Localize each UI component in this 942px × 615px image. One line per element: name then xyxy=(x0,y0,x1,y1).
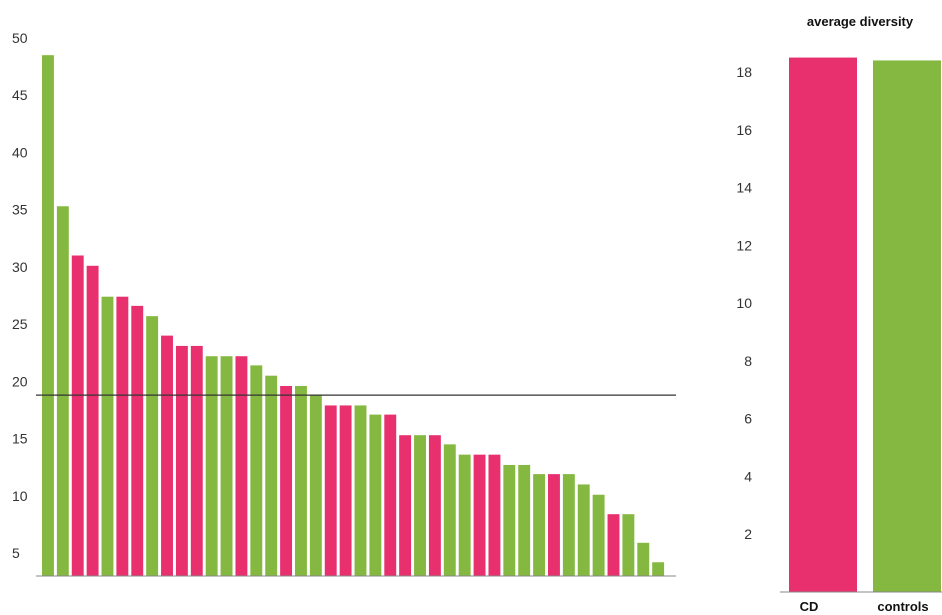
cd-sample-bar xyxy=(473,454,486,576)
control-sample-bar xyxy=(56,206,69,576)
right-y-tick-label: 10 xyxy=(736,295,752,311)
left-y-tick-label: 15 xyxy=(12,431,28,447)
category-label: controls xyxy=(877,599,928,614)
control-sample-bar xyxy=(369,414,382,576)
cd-sample-bar xyxy=(324,405,337,576)
right-y-tick-label: 8 xyxy=(744,353,752,369)
control-sample-bar xyxy=(622,514,635,576)
right-y-tick-label: 2 xyxy=(744,526,752,542)
cd-sample-bar xyxy=(607,514,620,576)
cd-sample-bar xyxy=(71,255,84,577)
cd-sample-bar xyxy=(428,435,441,576)
cd-sample-bar xyxy=(488,454,501,576)
right-y-tick-label: 16 xyxy=(736,122,752,138)
right-y-tick-label: 18 xyxy=(736,64,752,80)
cd-sample-bar xyxy=(235,356,248,576)
control-sample-bar xyxy=(309,395,322,576)
control-sample-bar xyxy=(533,474,546,576)
control-sample-bar xyxy=(101,296,114,576)
cd-sample-bar xyxy=(399,435,412,576)
right-y-axis-ticks: 2 4 6 8 10 12 14 16 18 xyxy=(736,64,752,542)
cd-average-bar xyxy=(789,57,857,593)
cd-sample-bar xyxy=(131,305,144,576)
control-sample-bar xyxy=(146,316,159,576)
left-y-tick-label: 5 xyxy=(12,545,20,561)
right-y-tick-label: 4 xyxy=(744,468,752,484)
control-sample-bar xyxy=(503,464,516,576)
right-y-tick-label: 14 xyxy=(736,180,752,196)
control-sample-bar xyxy=(458,454,471,576)
control-sample-bar xyxy=(652,562,665,576)
cd-sample-bar xyxy=(175,345,188,576)
control-sample-bar xyxy=(562,474,575,576)
control-sample-bar xyxy=(250,365,263,576)
control-sample-bar xyxy=(265,375,278,576)
cd-sample-bar xyxy=(548,474,560,576)
sample-diversity-chart: 5 10 15 20 25 30 35 40 45 50 xyxy=(12,30,676,577)
cd-sample-bar xyxy=(384,414,397,576)
control-sample-bar xyxy=(354,405,367,576)
right-y-tick-label: 6 xyxy=(744,411,752,427)
category-labels: CD controls xyxy=(800,599,929,614)
sample-bars xyxy=(42,55,665,577)
control-sample-bar xyxy=(414,435,426,576)
control-sample-bar xyxy=(295,385,307,576)
left-y-tick-label: 25 xyxy=(12,316,28,332)
cd-sample-bar xyxy=(339,405,352,576)
cd-sample-bar xyxy=(190,345,203,576)
cd-sample-bar xyxy=(86,265,99,576)
left-y-tick-label: 35 xyxy=(12,202,28,218)
cd-sample-bar xyxy=(161,335,173,576)
control-sample-bar xyxy=(443,444,456,576)
control-sample-bar xyxy=(592,494,605,576)
left-y-tick-label: 40 xyxy=(12,144,28,160)
left-y-tick-label: 30 xyxy=(12,259,28,275)
control-sample-bar xyxy=(637,542,650,576)
right-y-tick-label: 12 xyxy=(736,237,752,253)
control-sample-bar xyxy=(518,464,531,576)
category-label: CD xyxy=(800,599,819,614)
controls-average-bar xyxy=(873,60,941,592)
control-sample-bar xyxy=(42,55,54,577)
left-y-axis-ticks: 5 10 15 20 25 30 35 40 45 50 xyxy=(12,30,28,561)
left-y-tick-label: 10 xyxy=(12,488,28,504)
control-sample-bar xyxy=(577,484,590,576)
control-sample-bar xyxy=(205,356,218,576)
cd-sample-bar xyxy=(116,296,129,576)
average-bars xyxy=(789,57,941,593)
left-y-tick-label: 45 xyxy=(12,87,28,103)
left-y-tick-label: 50 xyxy=(12,30,28,46)
control-sample-bar xyxy=(220,356,233,576)
chart-title: average diversity xyxy=(807,14,914,29)
average-diversity-chart: average diversity 2 4 6 8 10 12 14 16 18 CD contr… xyxy=(736,14,942,614)
left-y-tick-label: 20 xyxy=(12,373,28,389)
cd-sample-bar xyxy=(280,385,293,576)
